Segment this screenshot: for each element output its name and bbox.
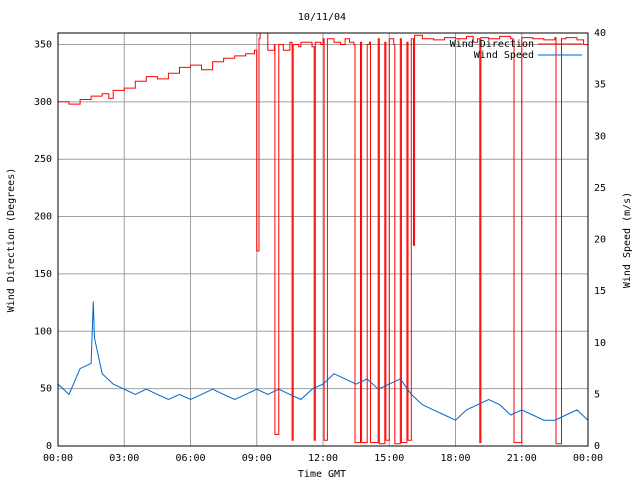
y-right-tick-label: 40 (594, 28, 606, 39)
x-tick-label: 15:00 (374, 453, 404, 464)
y-right-axis-label: Wind Speed (m/s) (622, 192, 633, 288)
legend-label-direction: Wind Direction (450, 39, 534, 50)
y-right-tick-label: 35 (594, 80, 606, 91)
y-right-tick-label: 10 (594, 338, 606, 349)
y-right-tick-label: 15 (594, 286, 606, 297)
speed-line (57, 301, 589, 421)
x-tick-label: 03:00 (109, 453, 139, 464)
x-tick-label: 06:00 (175, 453, 205, 464)
y-left-tick-label: 250 (34, 154, 52, 165)
y-right-axis-ticks: 0 5 10 15 20 25 30 35 40 (594, 28, 606, 452)
x-tick-label: 21:00 (507, 453, 537, 464)
x-tick-label: 18:00 (440, 453, 470, 464)
y-right-tick-label: 0 (594, 441, 600, 452)
y-right-tick-label: 30 (594, 131, 606, 142)
legend-label-speed: Wind Speed (474, 50, 534, 61)
y-left-tick-label: 200 (34, 212, 52, 223)
y-left-tick-label: 150 (34, 269, 52, 280)
x-tick-label: 12:00 (308, 453, 338, 464)
y-left-tick-label: 350 (34, 39, 52, 50)
x-axis-ticks: 00:00 03:00 06:00 09:00 12:00 15:00 18:00 21:00… (43, 453, 603, 464)
direction-line (58, 32, 589, 445)
y-left-tick-label: 50 (40, 384, 52, 395)
y-right-tick-label: 25 (594, 183, 606, 194)
y-left-tick-label: 100 (34, 326, 52, 337)
x-tick-label: 00:00 (573, 453, 603, 464)
x-axis-label: Time GMT (298, 469, 346, 480)
y-left-tick-label: 300 (34, 97, 52, 108)
y-right-tick-label: 5 (594, 389, 600, 400)
speed-series (57, 301, 589, 421)
y-right-tick-label: 20 (594, 235, 606, 246)
plot-frame (57, 32, 589, 447)
chart-title: 10/11/04 (298, 12, 346, 23)
x-tick-label: 09:00 (242, 453, 272, 464)
legend: Wind Direction Wind Speed (450, 39, 582, 61)
x-tick-label: 00:00 (43, 453, 73, 464)
y-left-axis-label: Wind Direction (Degrees) (6, 168, 17, 313)
y-left-axis-ticks: 0 50 100 150 200 250 300 350 (34, 39, 52, 452)
y-left-tick-label: 0 (46, 441, 52, 452)
direction-series (58, 32, 589, 445)
